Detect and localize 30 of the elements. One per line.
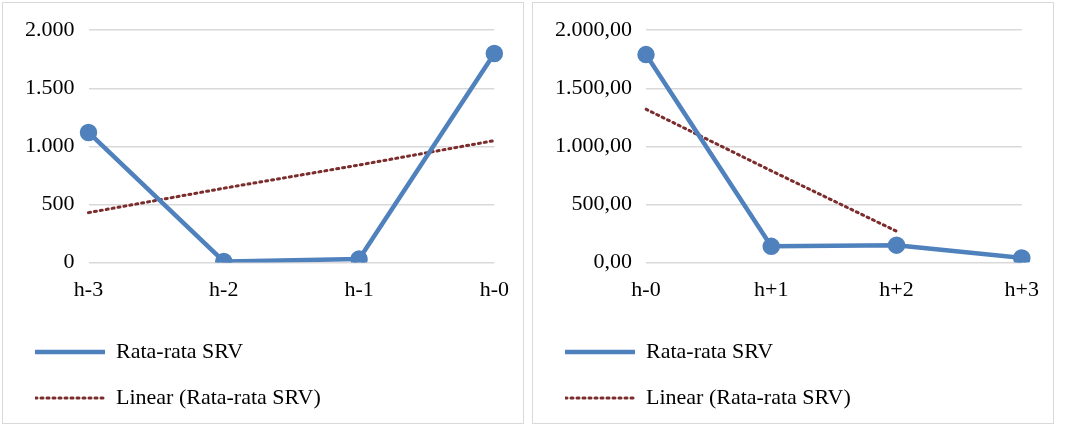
point xyxy=(79,123,98,142)
x-tick-label: h-2 xyxy=(209,275,239,301)
x-tick-label: h-1 xyxy=(344,275,374,301)
x-tick-label: h-0 xyxy=(479,275,509,301)
legend-label: Rata-rata SRV xyxy=(646,337,774,363)
legend-label: Linear (Rata-rata SRV) xyxy=(116,383,321,409)
x-tick-label: h+3 xyxy=(1004,275,1040,301)
y-tick-label: 0,00 xyxy=(593,248,632,274)
y-tick-label: 1.500,00 xyxy=(555,74,632,100)
x-tick-label: h-0 xyxy=(631,275,661,301)
y-tick-label: 1.000 xyxy=(25,132,75,158)
point xyxy=(762,237,781,256)
line-series xyxy=(87,139,496,215)
point xyxy=(485,44,504,63)
point xyxy=(1013,249,1031,263)
y-tick-label: 1.000,00 xyxy=(555,132,632,158)
y-tick-label: 2.000,00 xyxy=(555,15,632,41)
x-tick-label: h-3 xyxy=(73,275,104,301)
y-tick-label: 0 xyxy=(63,248,75,274)
x-tick-label: h+1 xyxy=(754,275,789,301)
point xyxy=(637,45,655,64)
legend-label: Linear (Rata-rata SRV) xyxy=(646,383,851,409)
x-tick-label: h+2 xyxy=(879,275,914,301)
point xyxy=(350,250,368,263)
y-tick-label: 500,00 xyxy=(571,190,632,216)
y-tick-label: 500 xyxy=(41,190,75,216)
y-tick-label: 2.000 xyxy=(25,15,75,41)
y-tick-label: 1.500 xyxy=(25,74,75,100)
legend-label: Rata-rata SRV xyxy=(116,337,244,363)
point xyxy=(887,236,906,254)
